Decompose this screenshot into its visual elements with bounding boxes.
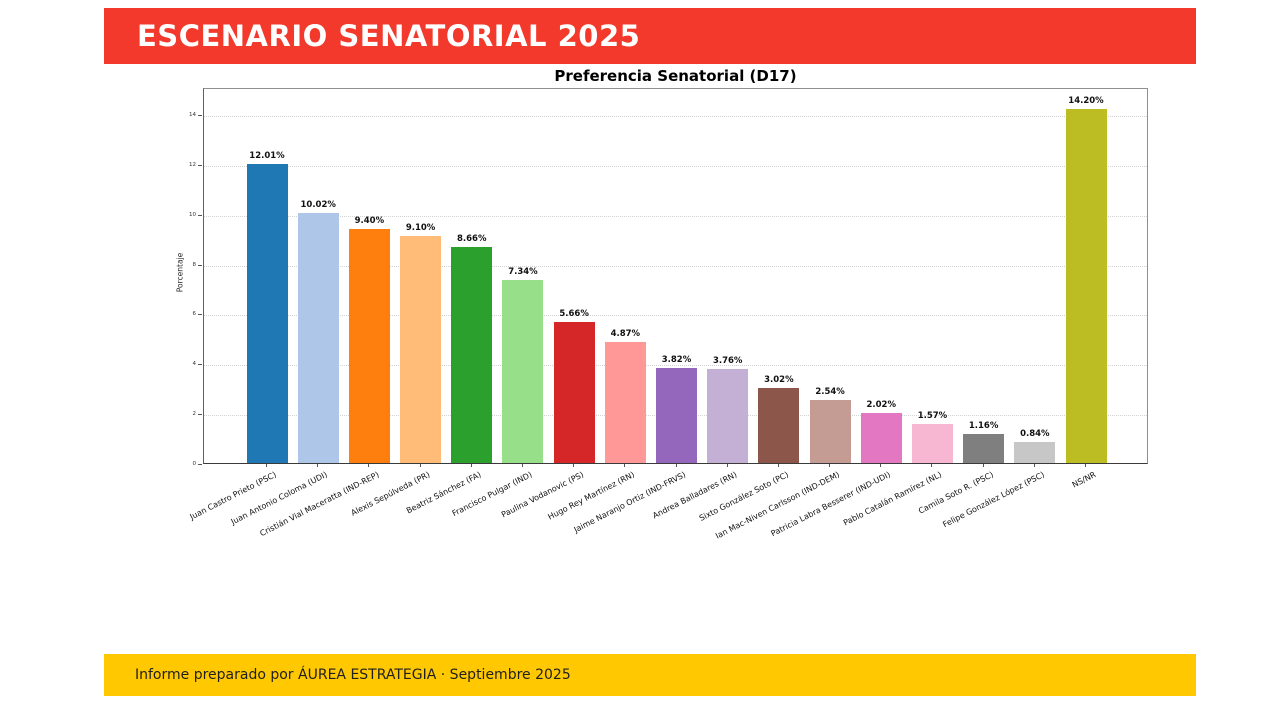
y-tick-label: 6 xyxy=(192,311,197,318)
bar-4 xyxy=(400,236,442,463)
y-tick-label: 12 xyxy=(189,161,196,168)
bar-1 xyxy=(246,163,288,463)
bar-value-label: 2.54% xyxy=(815,386,845,397)
x-tick-label: Sixto González Soto (PC) xyxy=(697,470,790,523)
bar-value-label: 3.82% xyxy=(661,354,692,365)
bar-value-label: 3.02% xyxy=(764,374,794,385)
bar-2 xyxy=(297,213,339,463)
y-tick-label: 10 xyxy=(189,211,196,218)
y-tick-mark xyxy=(198,364,202,366)
x-tick-label: Andrea Balladares (RN) xyxy=(651,470,739,521)
x-tick-mark xyxy=(880,464,882,467)
y-tick-label: 8 xyxy=(192,261,197,268)
y-tick-mark xyxy=(198,314,202,316)
x-tick-label: Pablo Catalán Ramírez (NL) xyxy=(842,470,944,528)
bar-value-label: 7.34% xyxy=(508,267,538,277)
bar-17 xyxy=(1065,108,1107,463)
gridline xyxy=(204,165,1147,167)
bar-value-label: 4.87% xyxy=(610,328,641,339)
footer-band: Informe preparado por ÁUREA ESTRATEGIA ·… xyxy=(104,654,1196,696)
x-tick-mark xyxy=(777,464,779,467)
bar-value-label: 10.02% xyxy=(300,200,336,211)
bar-5 xyxy=(451,247,493,463)
bar-value-label: 9.10% xyxy=(405,223,436,234)
x-tick-mark xyxy=(1033,464,1035,467)
bar-value-label: 14.20% xyxy=(1068,95,1104,106)
bar-7 xyxy=(553,321,595,463)
footer-text: Informe preparado por ÁUREA ESTRATEGIA ·… xyxy=(135,667,571,683)
header-band: ESCENARIO SENATORIAL 2025 xyxy=(104,8,1196,64)
bar-6 xyxy=(502,280,544,463)
y-tick-mark xyxy=(198,264,202,266)
bar-14 xyxy=(911,423,953,463)
bar-value-label: 1.16% xyxy=(968,421,999,432)
x-tick-mark xyxy=(931,464,933,467)
y-tick-label: 0 xyxy=(192,461,197,467)
gridline xyxy=(204,115,1147,117)
y-tick-mark xyxy=(198,164,202,166)
y-axis-label: Porcentaje xyxy=(175,252,185,293)
y-tick-mark xyxy=(198,114,202,116)
bar-value-label: 1.57% xyxy=(917,410,948,421)
bar-16 xyxy=(1014,442,1056,463)
bar-9 xyxy=(656,367,697,463)
bar-11 xyxy=(758,387,800,463)
gridline xyxy=(204,265,1147,267)
bar-value-label: 8.66% xyxy=(457,234,487,245)
x-tick-mark xyxy=(982,464,984,467)
x-tick-mark xyxy=(368,464,370,467)
bar-value-label: 9.40% xyxy=(354,215,385,226)
y-tick-mark xyxy=(198,214,202,216)
y-tick-mark xyxy=(198,414,202,416)
y-tick-label: 4 xyxy=(192,361,197,368)
x-tick-label: Felipe González López (PSC) xyxy=(941,470,1046,530)
bar-10 xyxy=(707,369,749,463)
report-title: ESCENARIO SENATORIAL 2025 xyxy=(137,19,641,53)
bar-15 xyxy=(963,434,1005,463)
bar-value-label: 3.76% xyxy=(712,356,743,367)
bar-chart-plot-area: 12.01% 10.02% 9.40% 9.10% 8.66% 7.34% 5.66% 4.8… xyxy=(203,88,1148,464)
x-tick-mark xyxy=(829,464,831,467)
x-tick-mark xyxy=(470,464,472,467)
bar-8 xyxy=(604,341,646,463)
x-tick-mark xyxy=(573,464,575,467)
bar-13 xyxy=(860,412,902,463)
bar-12 xyxy=(809,399,851,463)
x-tick-mark xyxy=(624,464,626,467)
y-tick-label: 14 xyxy=(189,111,196,118)
bar-3 xyxy=(348,228,390,463)
y-tick-mark xyxy=(198,464,202,465)
x-tick-label: Juan Castro Prieto (PSC) xyxy=(188,470,279,522)
x-tick-label: NS/NR xyxy=(1070,470,1098,490)
bar-value-label: 0.84% xyxy=(1020,429,1050,440)
bar-value-label: 2.02% xyxy=(866,399,897,410)
x-tick-mark xyxy=(1085,464,1086,467)
x-tick-mark xyxy=(266,464,267,467)
bar-value-label: 5.66% xyxy=(559,308,589,319)
x-tick-mark xyxy=(317,464,319,467)
x-tick-mark xyxy=(675,464,677,467)
x-tick-mark xyxy=(419,464,421,467)
bar-value-label: 12.01% xyxy=(249,150,285,161)
x-tick-mark xyxy=(726,464,728,467)
chart-title: Preferencia Senatorial (D17) xyxy=(554,67,797,85)
gridline xyxy=(204,215,1147,217)
gridline xyxy=(204,365,1147,367)
gridline xyxy=(204,315,1147,317)
x-tick-mark xyxy=(521,464,523,467)
y-tick-label: 2 xyxy=(192,411,197,418)
x-tick-label: Hugo Rey Martínez (RN) xyxy=(546,470,637,522)
